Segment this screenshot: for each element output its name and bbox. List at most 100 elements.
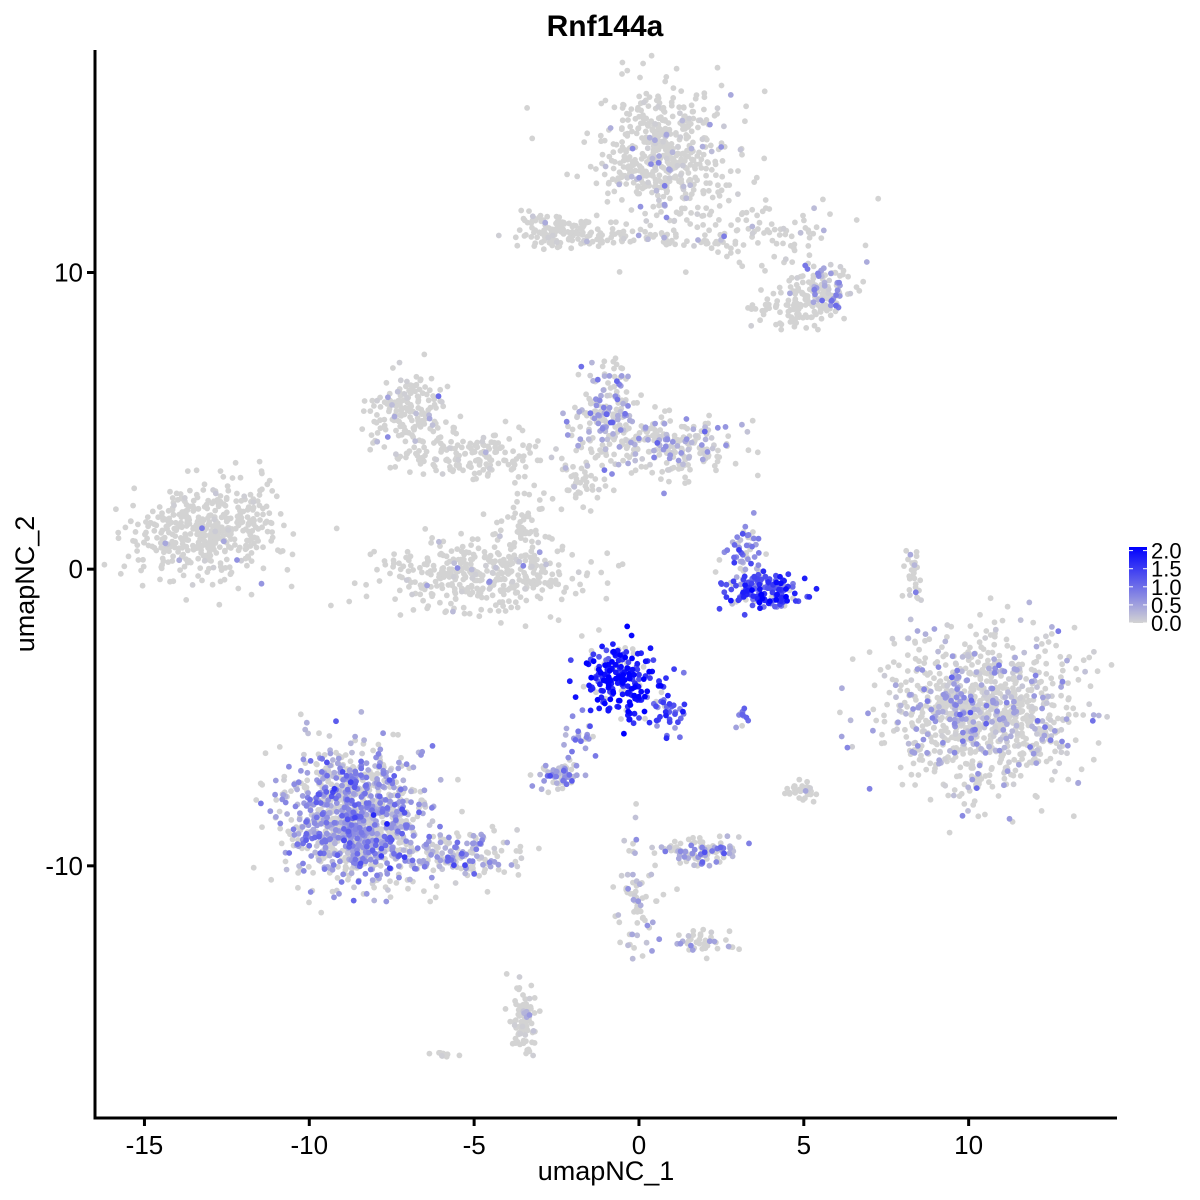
data-point <box>797 788 804 794</box>
data-point <box>209 500 216 507</box>
data-point <box>549 232 556 239</box>
data-point <box>805 279 812 285</box>
data-point <box>625 163 632 170</box>
data-point <box>458 530 464 537</box>
data-point <box>714 945 721 952</box>
data-point <box>663 189 670 196</box>
data-point <box>988 706 994 713</box>
data-point <box>415 421 422 427</box>
data-point <box>636 190 643 197</box>
data-point <box>647 461 653 468</box>
data-point <box>417 564 423 571</box>
data-point <box>577 581 583 588</box>
data-point <box>184 547 191 554</box>
data-point <box>535 438 541 444</box>
data-point <box>624 871 631 878</box>
data-point <box>1028 687 1035 694</box>
data-point <box>407 839 414 846</box>
data-point <box>670 95 677 101</box>
data-point <box>273 814 279 820</box>
data-point <box>216 601 223 608</box>
data-point <box>758 287 764 293</box>
data-point <box>172 539 179 546</box>
data-point <box>628 470 635 476</box>
data-point <box>682 269 689 275</box>
data-point <box>716 203 723 209</box>
data-point <box>1010 685 1016 691</box>
data-point <box>510 504 517 511</box>
data-point <box>402 438 409 445</box>
data-point <box>141 539 147 546</box>
data-point <box>405 885 411 892</box>
data-point <box>541 490 547 496</box>
data-point <box>683 217 690 223</box>
data-point <box>649 948 655 954</box>
data-point <box>581 139 588 146</box>
data-point <box>313 761 320 767</box>
data-point <box>305 863 312 870</box>
data-point <box>727 250 734 256</box>
data-point <box>706 938 713 945</box>
data-point <box>640 60 646 67</box>
data-point <box>419 569 425 576</box>
data-point <box>821 282 828 289</box>
data-point <box>943 699 949 706</box>
data-point <box>328 602 334 609</box>
data-point <box>699 136 706 143</box>
data-point <box>1032 725 1038 732</box>
data-point <box>382 561 389 568</box>
data-point <box>1063 716 1070 722</box>
data-point <box>1056 760 1063 767</box>
data-point <box>640 119 647 126</box>
data-point <box>301 751 307 758</box>
data-point <box>754 472 761 479</box>
data-point <box>601 476 608 483</box>
data-point <box>547 583 554 590</box>
data-point <box>523 1004 529 1010</box>
data-point <box>630 237 637 244</box>
data-point <box>685 446 692 453</box>
data-point <box>666 844 673 851</box>
data-point <box>593 166 599 172</box>
data-point <box>776 232 783 238</box>
data-point <box>345 876 351 883</box>
data-point <box>683 195 690 202</box>
data-point <box>1029 704 1035 710</box>
data-point <box>369 877 376 883</box>
data-point <box>587 508 594 514</box>
data-point <box>425 397 432 404</box>
data-point <box>568 766 575 773</box>
data-point <box>927 688 934 695</box>
data-point <box>459 808 465 815</box>
data-point <box>421 351 428 358</box>
data-point <box>398 412 405 419</box>
data-point <box>548 577 554 584</box>
data-point <box>1001 775 1008 782</box>
data-point <box>415 405 422 411</box>
data-point <box>849 743 856 750</box>
data-point <box>500 582 507 589</box>
data-point <box>598 138 604 145</box>
data-point <box>389 402 395 408</box>
data-point <box>162 540 169 547</box>
data-point <box>699 456 706 463</box>
data-point <box>597 447 603 453</box>
data-point <box>564 171 570 178</box>
data-point <box>424 605 431 612</box>
data-point <box>450 427 457 434</box>
data-point <box>712 222 719 228</box>
data-point <box>976 701 982 708</box>
data-point <box>1043 671 1050 677</box>
data-point <box>628 439 634 446</box>
data-point <box>616 169 623 176</box>
data-point <box>140 556 146 563</box>
data-point <box>626 111 633 118</box>
data-point <box>390 731 397 738</box>
data-point <box>1031 659 1037 666</box>
data-point <box>605 180 612 187</box>
data-point <box>1053 740 1060 746</box>
data-point <box>715 249 721 256</box>
data-point <box>594 226 601 233</box>
data-point <box>967 669 973 676</box>
data-point <box>327 750 334 757</box>
